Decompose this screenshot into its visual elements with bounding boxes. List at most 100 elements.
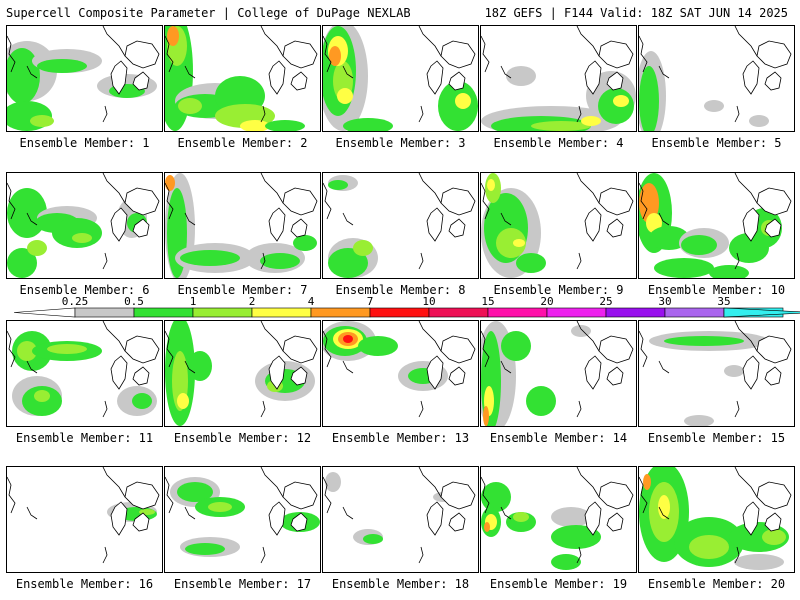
coastline-outline	[184, 360, 196, 374]
great-lakes-outline	[764, 218, 782, 238]
coastline-outline	[102, 252, 108, 270]
scp-field-map	[481, 26, 636, 131]
colorbar-segment	[369, 307, 430, 318]
colorbar-tick-label: 20	[540, 295, 554, 308]
scp-contour-region	[516, 253, 546, 273]
ensemble-member-label: Ensemble Member: 16	[15, 577, 154, 591]
coastline-outline	[658, 360, 670, 374]
coastline-outline	[342, 65, 354, 79]
ensemble-member-label: Ensemble Member: 7	[177, 283, 308, 297]
coastline-outline	[342, 212, 354, 226]
scp-field-map	[323, 321, 476, 418]
scp-contour-region	[513, 512, 529, 522]
great-lakes-outline	[606, 218, 624, 238]
scp-contour-region	[165, 175, 175, 191]
scp-contour-region	[643, 474, 651, 490]
coastline-outline	[418, 173, 442, 204]
coastline-outline	[7, 476, 16, 514]
scp-contour-region	[681, 235, 717, 255]
great-lakes-outline	[268, 207, 286, 242]
coastline-outline	[102, 173, 126, 204]
scp-contour-region	[484, 522, 490, 532]
great-lakes-outline	[132, 218, 150, 238]
coastline-outline	[576, 173, 600, 204]
scp-contour-region	[34, 390, 50, 402]
coastline-outline	[165, 182, 174, 220]
colorbar-segment	[428, 307, 489, 318]
coastline-outline	[102, 26, 126, 57]
ensemble-member-label: Ensemble Member: 5	[651, 136, 782, 150]
colorbar-tick-label: 7	[366, 295, 374, 308]
coastline-outline	[323, 476, 332, 514]
ensemble-member-panel	[6, 320, 163, 427]
ensemble-member-label: Ensemble Member: 3	[335, 136, 466, 150]
coastline-outline	[418, 546, 424, 564]
coastline-outline	[658, 506, 670, 520]
great-lakes-outline	[282, 481, 318, 510]
great-lakes-outline	[606, 512, 624, 532]
scp-field-map	[7, 173, 160, 278]
ensemble-member-panel	[638, 172, 795, 279]
ensemble-member-label: Ensemble Member: 1	[19, 136, 150, 150]
ensemble-member-panel	[164, 320, 321, 427]
scp-contour-region	[506, 66, 536, 86]
colorbar-left-arrow	[13, 307, 76, 318]
coastline-outline	[342, 506, 354, 520]
scp-contour-region	[27, 240, 47, 256]
coastline-outline	[165, 35, 174, 73]
great-lakes-outline	[598, 40, 634, 69]
ensemble-member-label: Ensemble Member: 2	[177, 136, 308, 150]
ensemble-member-label: Ensemble Member: 12	[173, 431, 312, 445]
scp-field-map	[165, 26, 318, 131]
great-lakes-outline	[742, 60, 760, 95]
coastline-outline	[260, 105, 266, 123]
scp-contour-region	[328, 180, 348, 190]
scp-contour-region	[17, 341, 37, 361]
great-lakes-outline	[124, 335, 160, 364]
scp-contour-region	[240, 120, 270, 131]
colorbar-legend: 0.25 0.5 1 2 4 7 10 15 20 25 30 35	[0, 296, 800, 322]
scp-contour-region	[689, 535, 729, 559]
coastline-outline	[481, 182, 490, 220]
scp-field-map	[7, 321, 160, 418]
page-title: Supercell Composite Parameter | College …	[6, 6, 411, 20]
coastline-outline	[734, 467, 758, 498]
coastline-outline	[500, 360, 512, 374]
ensemble-member-panel	[638, 320, 795, 427]
scp-field-map	[323, 467, 476, 564]
scp-contour-region	[613, 95, 629, 107]
colorbar-tick-label: 2	[248, 295, 256, 308]
ensemble-member-label: Ensemble Member: 8	[335, 283, 466, 297]
great-lakes-outline	[756, 40, 792, 69]
scp-contour-region	[177, 482, 213, 502]
scp-contour-region	[72, 233, 92, 243]
coastline-outline	[500, 506, 512, 520]
colorbar-segment	[251, 307, 312, 318]
colorbar-tick-label: 10	[422, 295, 436, 308]
great-lakes-outline	[742, 355, 760, 390]
coastline-outline	[734, 252, 740, 270]
coastline-outline	[418, 26, 442, 57]
scp-field-map	[639, 321, 792, 426]
coastline-outline	[323, 330, 332, 368]
scp-contour-region	[581, 116, 601, 126]
coastline-outline	[576, 26, 600, 57]
coastline-outline	[734, 26, 758, 57]
scp-contour-region	[734, 554, 784, 570]
coastline-outline	[734, 400, 740, 418]
great-lakes-outline	[282, 187, 318, 216]
coastline-outline	[500, 212, 512, 226]
coastline-outline	[7, 182, 16, 220]
coastline-outline	[102, 546, 108, 564]
scp-contour-region	[531, 121, 591, 131]
scp-contour-region	[30, 115, 54, 127]
coastline-outline	[481, 35, 490, 73]
great-lakes-outline	[132, 366, 150, 386]
scp-field-map	[481, 467, 634, 570]
scp-contour-region	[7, 248, 37, 278]
ensemble-member-label: Ensemble Member: 20	[647, 577, 786, 591]
great-lakes-outline	[132, 71, 150, 91]
ensemble-member-panel	[164, 172, 321, 279]
ensemble-member-panel	[322, 466, 479, 573]
colorbar-segment	[487, 307, 548, 318]
